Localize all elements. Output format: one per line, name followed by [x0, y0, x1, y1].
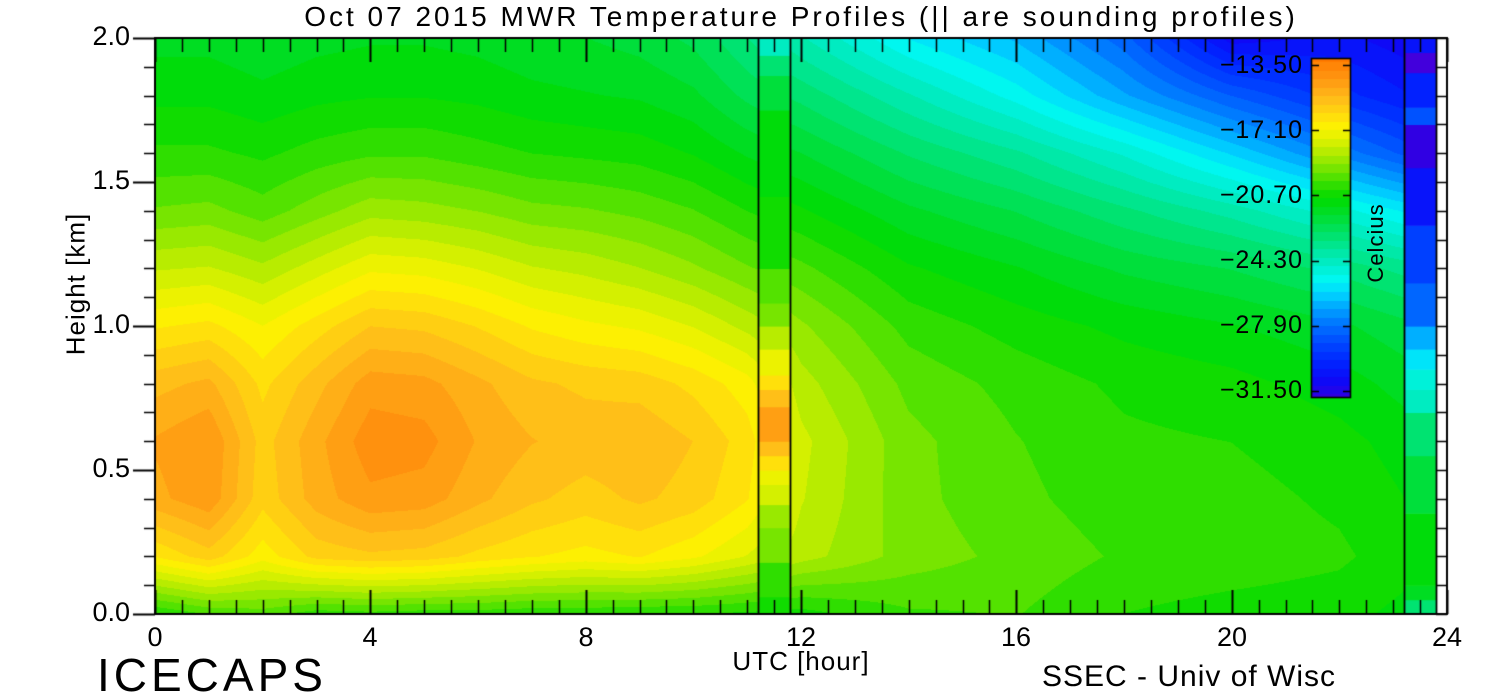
x-tick-label: 24 [1431, 622, 1463, 652]
x-tick-label: 4 [362, 622, 378, 652]
colorbar-tick-label: −17.10 [1219, 116, 1303, 144]
x-tick-label: 16 [1000, 622, 1032, 652]
x-tick-label: 0 [147, 622, 163, 652]
credit-ssec: SSEC - Univ of Wisc [1042, 660, 1337, 693]
y-axis-label: Height [km] [60, 212, 91, 356]
x-tick-label: 8 [578, 622, 594, 652]
colorbar-tick-label: −24.30 [1219, 246, 1303, 274]
colorbar-tick-label: −13.50 [1219, 51, 1303, 79]
y-tick-label: 0.0 [92, 597, 130, 627]
credit-icecaps: ICECAPS [97, 649, 327, 700]
colorbar-tick-label: −20.70 [1219, 181, 1303, 209]
chart-title: Oct 07 2015 MWR Temperature Profiles (||… [304, 1, 1298, 32]
y-tick-label: 0.5 [92, 453, 130, 483]
x-tick-label: 20 [1216, 622, 1248, 652]
colorbar-tick-label: −31.50 [1219, 376, 1303, 404]
y-tick-label: 1.0 [92, 309, 130, 339]
y-tick-label: 2.0 [92, 21, 130, 51]
x-tick-label: 12 [785, 622, 817, 652]
colorbar-tick-label: −27.90 [1219, 311, 1303, 339]
colorbar-title: Celcius [1363, 203, 1388, 283]
y-tick-label: 1.5 [92, 165, 130, 195]
x-axis-label: UTC [hour] [732, 646, 870, 676]
